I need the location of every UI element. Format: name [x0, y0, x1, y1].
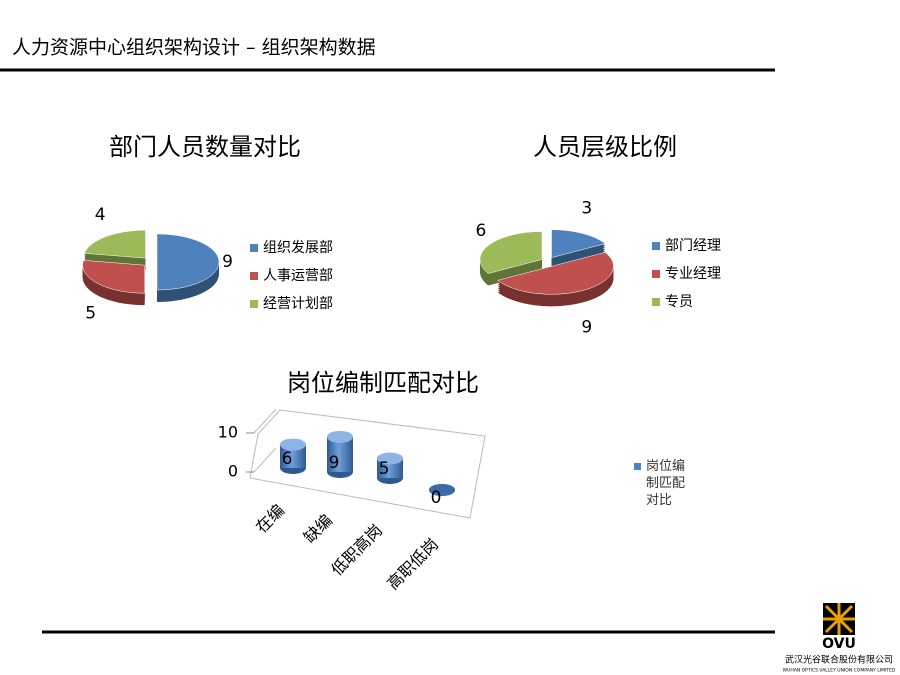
data-label: 9 [581, 317, 592, 337]
data-label: 3 [581, 199, 592, 219]
chart-title: 部门人员数量对比 [109, 133, 301, 161]
grid-line [253, 447, 277, 473]
chart-title: 岗位编制匹配对比 [287, 369, 479, 397]
logo-mark: OVU [822, 636, 856, 652]
legend-label: 专业经理 [665, 266, 721, 282]
data-label: 0 [431, 488, 442, 508]
bar [280, 444, 306, 468]
x-tick-label: 高职低岗 [383, 535, 442, 594]
bar-top [327, 430, 353, 443]
chart-title: 人员层级比例 [533, 133, 677, 161]
legend-label: 部门经理 [665, 238, 721, 254]
legend-swatch [652, 270, 660, 278]
x-tick-label: 缺编 [300, 511, 336, 547]
slide-title: 人力资源中心组织架构设计 – 组织架构数据 [12, 37, 376, 59]
pie-slice [156, 233, 220, 291]
legend-swatch [250, 300, 258, 308]
data-label: 9 [222, 252, 233, 272]
data-label: 5 [379, 459, 390, 479]
logo-company-en: WUHAN OPTICS VALLEY UNION COMPANY LIMITE… [783, 668, 896, 674]
bar-top [280, 438, 306, 451]
x-tick-label: 在编 [252, 501, 288, 537]
data-label: 6 [282, 449, 293, 469]
legend-label: 经营计划部 [263, 296, 333, 312]
y-tick-label: 0 [228, 462, 238, 481]
legend-label: 人事运营部 [263, 268, 333, 284]
pie-slice [82, 260, 145, 294]
legend-label: 专员 [665, 294, 693, 310]
data-label: 6 [475, 221, 486, 241]
y-tick-label: 10 [218, 423, 238, 442]
logo-company: 武汉光谷联合股份有限公司 [785, 654, 893, 666]
data-label: 9 [329, 453, 340, 473]
logo: OVU 武汉光谷联合股份有限公司 WUHAN OPTICS VALLEY UNI… [783, 603, 896, 674]
bar-top [429, 484, 455, 496]
pie-slice [497, 252, 614, 295]
legend-swatch [250, 272, 258, 280]
data-label: 4 [95, 205, 106, 225]
legend-swatch [634, 463, 641, 470]
legend-swatch [652, 298, 660, 306]
plot-frame [249, 409, 486, 519]
legend: 岗位编制匹配对比 [634, 458, 692, 509]
legend-swatch [250, 244, 258, 252]
bar-top [377, 452, 403, 465]
legend-label: 组织发展部 [263, 240, 333, 256]
pie-slice [551, 229, 606, 258]
x-tick-label: 低职高岗 [327, 521, 386, 580]
legend-label: 岗位编制匹配对比 [646, 459, 686, 508]
legend-swatch [652, 242, 660, 250]
pie-slice [479, 231, 543, 274]
grid-line [253, 408, 277, 434]
data-label: 5 [85, 304, 96, 324]
pie-slice [84, 229, 146, 259]
